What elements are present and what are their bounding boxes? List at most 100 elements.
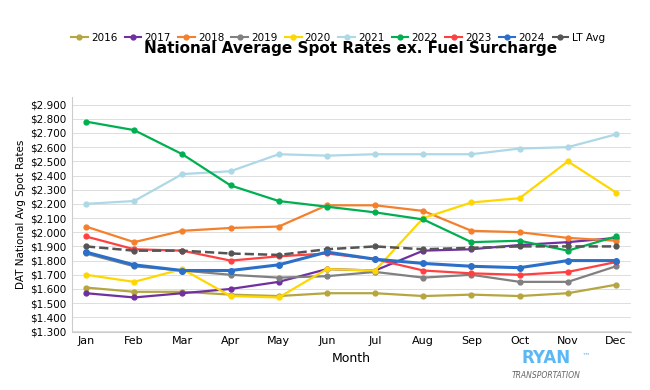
2016 xyxy=(227,292,235,297)
2024 xyxy=(419,261,427,266)
2017 xyxy=(323,267,331,271)
2021 xyxy=(467,152,475,156)
2016 xyxy=(515,294,523,298)
2019 xyxy=(275,275,283,280)
2022 xyxy=(612,234,620,239)
2020 xyxy=(612,190,620,195)
2018 xyxy=(371,203,379,207)
2023 xyxy=(82,234,90,239)
2023 xyxy=(275,254,283,259)
2016 xyxy=(82,285,90,290)
2017 xyxy=(227,287,235,291)
2024 xyxy=(467,264,475,269)
2020 xyxy=(179,267,187,271)
Line: 2024: 2024 xyxy=(83,249,619,273)
2021 xyxy=(82,202,90,206)
2019 xyxy=(179,268,187,273)
2016 xyxy=(323,291,331,296)
2022 xyxy=(564,248,572,253)
2016 xyxy=(612,282,620,287)
2021 xyxy=(130,199,138,203)
2021 xyxy=(612,132,620,137)
2024 xyxy=(612,258,620,263)
2023 xyxy=(130,247,138,252)
Line: 2019: 2019 xyxy=(84,251,618,284)
2021 xyxy=(275,152,283,156)
2023 xyxy=(179,248,187,253)
Title: National Average Spot Rates ex. Fuel Surcharge: National Average Spot Rates ex. Fuel Sur… xyxy=(144,41,558,56)
2023 xyxy=(564,269,572,274)
2018 xyxy=(612,238,620,243)
2021 xyxy=(419,152,427,156)
2022 xyxy=(467,240,475,245)
2017 xyxy=(179,291,187,296)
2021 xyxy=(179,172,187,176)
2023 xyxy=(371,257,379,262)
LT Avg xyxy=(515,244,523,249)
Text: RYAN: RYAN xyxy=(521,349,571,367)
2022 xyxy=(419,217,427,222)
2018 xyxy=(82,224,90,229)
2023 xyxy=(419,268,427,273)
2017 xyxy=(82,291,90,296)
2018 xyxy=(515,230,523,234)
2020 xyxy=(371,268,379,273)
2019 xyxy=(371,269,379,274)
2016 xyxy=(179,289,187,294)
2016 xyxy=(130,289,138,294)
2021 xyxy=(227,169,235,174)
2018 xyxy=(227,226,235,230)
2020 xyxy=(275,295,283,300)
2020 xyxy=(323,267,331,271)
2021 xyxy=(371,152,379,156)
Line: 2022: 2022 xyxy=(84,119,618,253)
2024 xyxy=(130,262,138,267)
2023 xyxy=(515,273,523,277)
2020 xyxy=(467,200,475,205)
2019 xyxy=(227,273,235,277)
2019 xyxy=(130,264,138,269)
2024 xyxy=(323,250,331,254)
2016 xyxy=(371,291,379,296)
2017 xyxy=(612,236,620,240)
2019 xyxy=(612,264,620,269)
2019 xyxy=(467,273,475,277)
Text: ™: ™ xyxy=(582,352,590,361)
2020 xyxy=(227,294,235,298)
Line: 2017: 2017 xyxy=(84,236,618,300)
2016 xyxy=(275,294,283,298)
2018 xyxy=(275,224,283,229)
2024 xyxy=(515,265,523,270)
2018 xyxy=(467,229,475,233)
2020 xyxy=(82,273,90,277)
Legend: 2016, 2017, 2018, 2019, 2020, 2021, 2022, 2023, 2024, LT Avg: 2016, 2017, 2018, 2019, 2020, 2021, 2022… xyxy=(71,32,605,43)
LT Avg xyxy=(419,247,427,252)
2017 xyxy=(419,248,427,253)
2020 xyxy=(515,196,523,200)
2018 xyxy=(419,209,427,213)
2021 xyxy=(323,153,331,158)
2024 xyxy=(179,268,187,273)
2023 xyxy=(323,251,331,256)
2016 xyxy=(419,294,427,298)
2021 xyxy=(564,145,572,149)
2019 xyxy=(419,275,427,280)
Line: 2023: 2023 xyxy=(84,234,618,277)
2017 xyxy=(371,268,379,273)
2019 xyxy=(515,280,523,284)
LT Avg xyxy=(612,244,620,249)
2021 xyxy=(515,146,523,151)
2018 xyxy=(130,240,138,245)
Line: 2020: 2020 xyxy=(84,159,618,300)
2024 xyxy=(564,258,572,263)
X-axis label: Month: Month xyxy=(332,352,370,365)
2023 xyxy=(612,260,620,264)
LT Avg xyxy=(371,244,379,249)
Line: 2016: 2016 xyxy=(84,282,618,298)
2022 xyxy=(130,128,138,133)
Line: LT Avg: LT Avg xyxy=(84,244,618,257)
Line: 2018: 2018 xyxy=(84,203,618,245)
2022 xyxy=(227,183,235,188)
2022 xyxy=(323,204,331,209)
2020 xyxy=(419,216,427,220)
